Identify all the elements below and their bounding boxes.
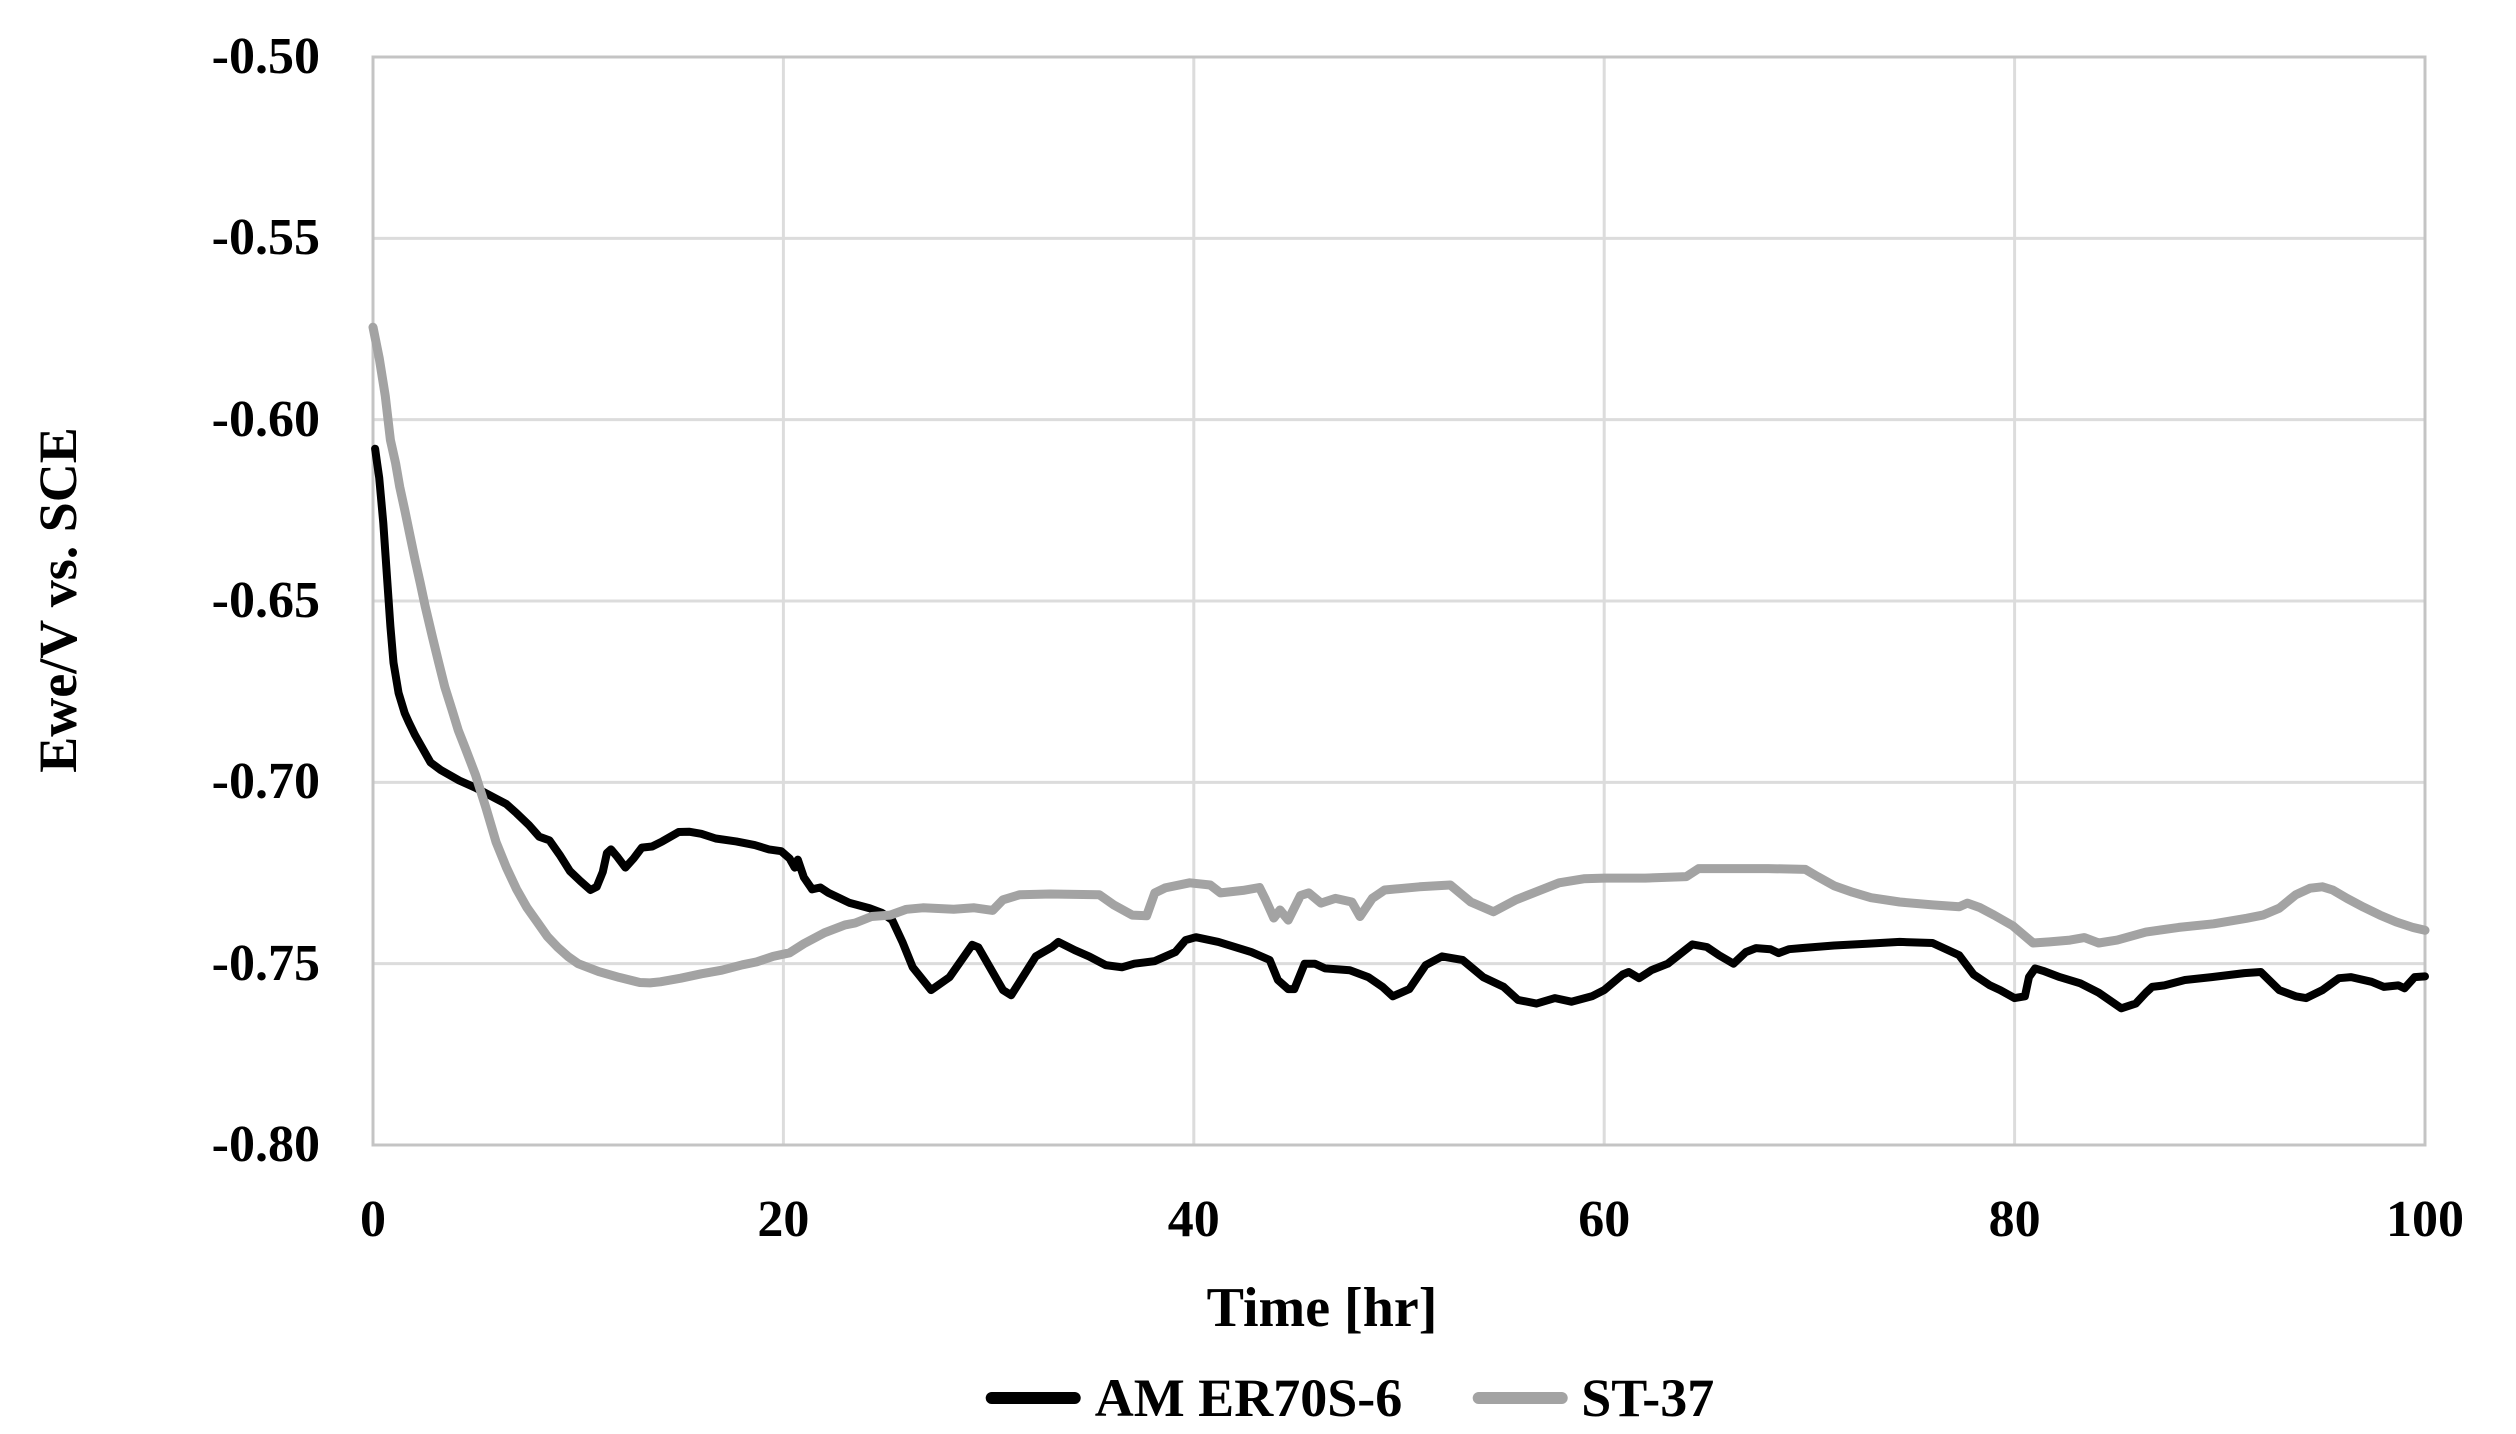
y-tick-label: -0.80 [211, 1116, 320, 1173]
x-tick-label: 60 [1578, 1191, 1631, 1248]
series-line-am-er70s-6 [371, 444, 2429, 1013]
legend-label-am-er70s-6: AM ER70S-6 [1094, 1368, 1403, 1428]
x-tick-label: 20 [757, 1191, 810, 1248]
plot-border [371, 55, 2427, 1147]
y-tick-label: -0.70 [211, 753, 320, 811]
legend-item-am-er70s-6: AM ER70S-6 [985, 1367, 1403, 1429]
x-tick-label: 40 [1167, 1191, 1220, 1248]
x-axis-title: Time [hr] [1206, 1277, 1438, 1339]
series-line-st-37 [368, 322, 2430, 988]
x-tick-label: 0 [360, 1191, 386, 1248]
y-tick-label: -0.75 [211, 934, 320, 992]
y-tick-label: -0.55 [211, 209, 320, 267]
legend-label-st-37: ST-37 [1581, 1368, 1715, 1428]
x-tick-label: 100 [2386, 1191, 2464, 1248]
y-tick-label: -0.50 [211, 28, 320, 85]
legend-line-swatch-st-37 [1472, 1392, 1568, 1404]
legend-line-swatch-am-er70s-6 [985, 1392, 1081, 1404]
legend: AM ER70S-6 ST-37 [985, 1367, 1714, 1429]
legend-item-st-37: ST-37 [1472, 1367, 1714, 1429]
y-tick-label: -0.60 [211, 390, 320, 448]
y-axis-title: Ewe/V vs. SCE [28, 427, 88, 773]
x-tick-label: 80 [1988, 1191, 2041, 1248]
y-tick-label: -0.65 [211, 572, 320, 629]
